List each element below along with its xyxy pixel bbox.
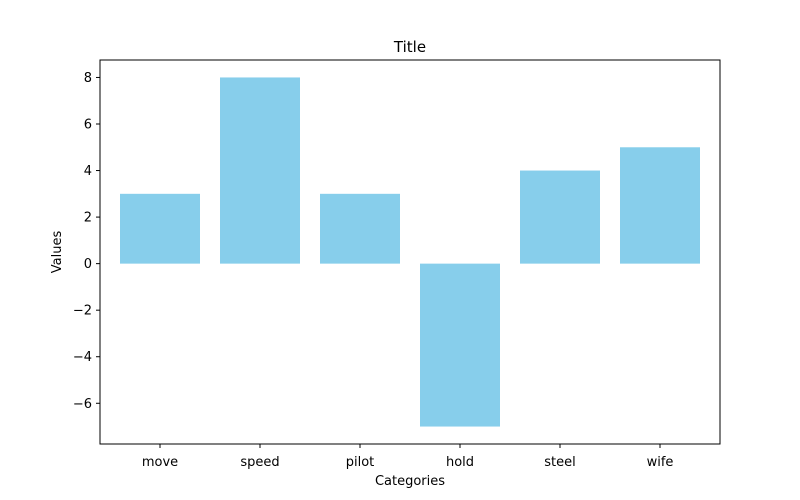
- plot-frame: [99, 59, 721, 445]
- y-tick-label: 0: [84, 257, 92, 272]
- y-tick-label: 4: [84, 164, 92, 179]
- y-tick-label: −2: [73, 304, 92, 319]
- y-tick-label: −4: [73, 350, 92, 365]
- bar-pilot: [320, 193, 400, 264]
- x-tick-label: wife: [647, 455, 674, 470]
- bars-group: [120, 77, 700, 427]
- bar-hold: [420, 263, 500, 427]
- y-tick-label: −6: [73, 397, 92, 412]
- y-tick-label: 6: [84, 118, 92, 133]
- x-tick-label: hold: [446, 455, 474, 470]
- x-tick-label: move: [142, 455, 178, 470]
- y-tick-label: 2: [84, 211, 92, 226]
- bar-move: [120, 193, 200, 264]
- x-tick-label: pilot: [346, 455, 375, 470]
- x-axis-label: Categories: [375, 474, 445, 489]
- y-ticks-group: −6 −4 −2 0 2 4 6 8: [73, 71, 100, 412]
- x-tick-label: speed: [240, 455, 279, 470]
- x-ticks-group: move speed pilot hold steel wife: [142, 444, 674, 470]
- bar-speed: [220, 77, 300, 264]
- bar-wife: [620, 147, 700, 264]
- bar-steel: [520, 170, 600, 264]
- x-tick-label: steel: [544, 455, 575, 470]
- y-tick-label: 8: [84, 71, 92, 86]
- chart-title: Title: [393, 38, 426, 56]
- y-axis-label: Values: [50, 231, 65, 274]
